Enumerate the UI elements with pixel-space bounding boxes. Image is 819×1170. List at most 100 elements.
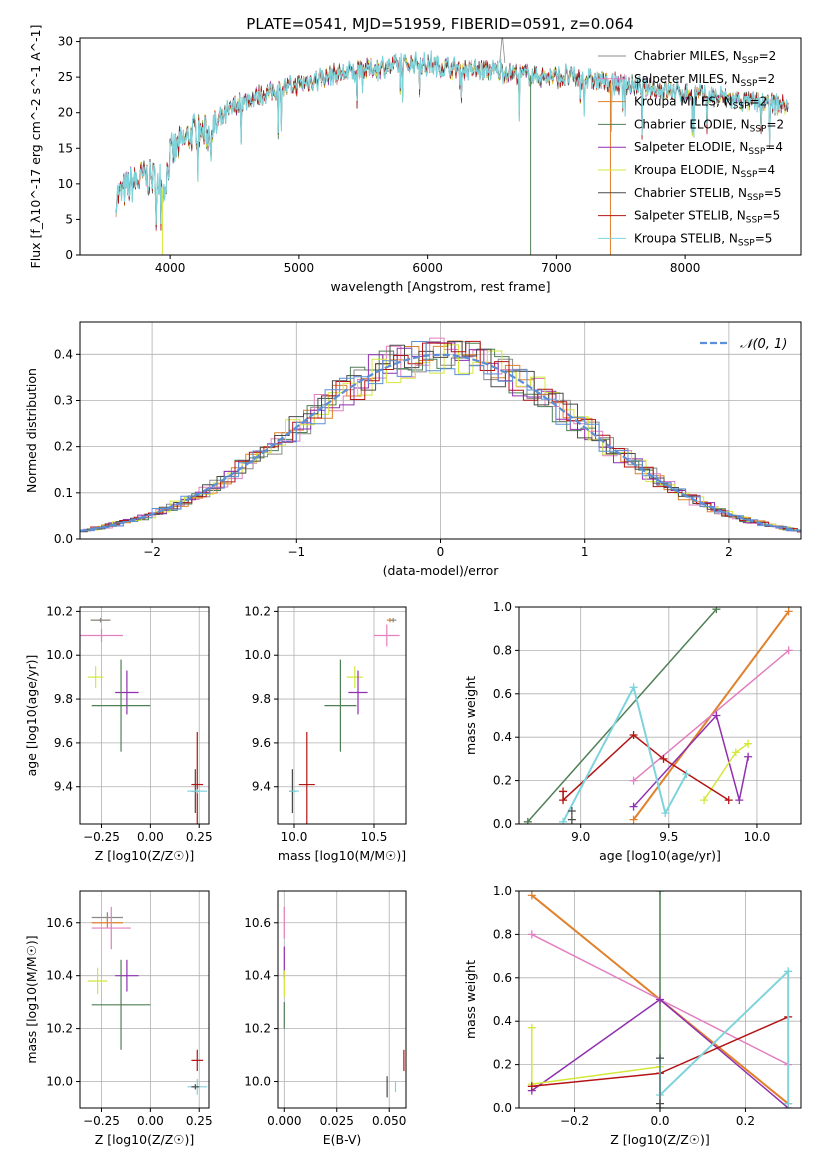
- x-tick-label: 0.25: [186, 830, 213, 844]
- x-tick-label: 2: [725, 545, 733, 559]
- weight-marker: [656, 891, 664, 895]
- weight-marker: [527, 930, 536, 939]
- x-tick-label: 0.025: [320, 1114, 354, 1128]
- y-tick-label: 9.8: [252, 692, 271, 706]
- x-tick-label: 8000: [670, 261, 701, 275]
- weight-marker: [629, 731, 638, 740]
- legend-tail: =2: [759, 49, 777, 63]
- plot-frame: [277, 606, 407, 825]
- legend-subscript: SSP: [750, 124, 767, 134]
- weight-marker: [559, 787, 568, 796]
- legend-entry: Salpeter ELODIE, NSSP=4: [634, 140, 783, 157]
- legend-text: Kroupa MILES, N: [634, 95, 733, 109]
- y-tick-label: 0.2: [493, 1058, 512, 1072]
- legend-entry: Chabrier MILES, NSSP=2: [634, 49, 776, 66]
- legend-tail: =5: [764, 186, 782, 200]
- legend-text: Salpeter ELODIE, N: [634, 140, 748, 154]
- spectrum-panel: 4000 5000 6000 7000 8000 0 5 10 15 20 25 30 waveleng…: [28, 25, 802, 294]
- y-tick-label: 25: [58, 70, 73, 84]
- weight-marker: [735, 796, 744, 805]
- x-tick-label: −0.2: [560, 1114, 589, 1128]
- weight-series-salpeter_elodie: [633, 713, 749, 808]
- x-tick-label: 0.2: [736, 1114, 755, 1128]
- weight-marker: [629, 683, 638, 692]
- weight-marker: [656, 1099, 664, 1108]
- weight-marker: [731, 748, 740, 757]
- weight_vs_Z-panel: −0.2 0.0 0.2 0.0 0.2 0.4 0.6 0.8 1.0 Z [log10(Z/Z…: [463, 884, 802, 1147]
- weight-marker: [784, 967, 793, 976]
- residual_hist-plot-area: [80, 337, 801, 533]
- weight-series-salpeter_miles: [633, 649, 790, 782]
- y-tick-label: 10.2: [46, 604, 73, 618]
- spectrum-emission-line: [499, 38, 506, 63]
- x-tick-label: 1: [581, 545, 589, 559]
- legend-subscript: SSP: [742, 56, 759, 66]
- weight-marker: [659, 754, 668, 763]
- y-axis-label: Flux [f_λ10^-17 erg cm^-2 s^-1 A^-1]: [28, 25, 43, 269]
- y-tick-label: 10.2: [244, 1022, 271, 1036]
- weight-marker: [784, 1099, 793, 1108]
- legend-subscript: SSP: [733, 102, 750, 112]
- y-tick-label: 30: [58, 35, 73, 49]
- residual_hist-panel: −2 −1 0 1 2 0.0 0.1 0.2 0.3 0.4 (data-model)/error…: [24, 321, 802, 578]
- legend-subscript: SSP: [746, 216, 763, 226]
- weight-marker: [523, 817, 532, 824]
- legend-text: Chabrier ELODIE, N: [634, 117, 750, 131]
- weight-series-kroupa_stelib: [659, 968, 790, 1104]
- x-axis-label: wavelength [Angstrom, rest frame]: [330, 279, 550, 294]
- legend-text: Chabrier MILES, N: [634, 49, 742, 63]
- plot-frame: [518, 890, 802, 1109]
- spectrum-plot-area: [115, 38, 789, 255]
- y-tick-label: 9.6: [54, 736, 73, 750]
- y-tick-label: 0.8: [493, 927, 512, 941]
- y-tick-label: 20: [58, 106, 73, 120]
- y-tick-label: 10.4: [244, 969, 271, 983]
- x-tick-label: 9.0: [571, 830, 590, 844]
- x-tick-label: 0.0: [650, 1114, 669, 1128]
- histogram-chabrier_stelib: [80, 341, 801, 533]
- y-tick-label: 10.2: [244, 604, 271, 618]
- legend-subscript: SSP: [738, 238, 755, 248]
- weight_vs_Z-plot-area: [527, 891, 793, 1108]
- weight-marker: [712, 607, 721, 614]
- legend-tail: =5: [755, 231, 773, 245]
- x-axis-label: age [log10(age/yr)]: [599, 848, 721, 863]
- x-axis-label: Z [log10(Z/Z☉)]: [95, 848, 195, 863]
- age_vs_mass-plot-area: [289, 617, 400, 824]
- normal-curve: [80, 353, 801, 532]
- y-tick-label: 0.4: [54, 347, 73, 361]
- mass_vs_Z-plot-area: [87, 906, 208, 1095]
- x-tick-label: 0.000: [267, 1114, 301, 1128]
- legend-subscript: SSP: [741, 79, 758, 89]
- legend-subscript: SSP: [741, 170, 758, 180]
- legend-entry: Salpeter STELIB, NSSP=5: [634, 209, 780, 226]
- x-tick-label: 0.25: [186, 1114, 213, 1128]
- legend-entry: Kroupa STELIB, NSSP=5: [634, 231, 772, 248]
- legend-tail: =2: [757, 72, 775, 86]
- weight_vs_age-panel: 9.0 9.5 10.0 0.0 0.2 0.4 0.6 0.8 1.0 age [log10(a…: [463, 600, 802, 863]
- weight-series-salpeter_stelib: [562, 734, 730, 802]
- legend-entry: 𝒩(0, 1): [740, 337, 787, 352]
- y-tick-label: 0.6: [493, 687, 512, 701]
- weight-marker: [724, 796, 733, 805]
- weight-series-chabrier_elodie: [527, 608, 717, 823]
- weight-marker: [559, 796, 568, 805]
- weight-marker: [629, 776, 638, 785]
- x-tick-label: 0.00: [137, 830, 164, 844]
- weight-marker: [527, 1023, 536, 1032]
- weight-series-kroupa_stelib: [562, 684, 688, 823]
- x-tick-label: 7000: [541, 261, 572, 275]
- y-tick-label: 10.6: [46, 916, 73, 930]
- legend-tail: =2: [750, 95, 768, 109]
- x-tick-label: −0.25: [83, 1114, 120, 1128]
- x-tick-label: 4000: [155, 261, 186, 275]
- weight-marker: [744, 752, 753, 761]
- weight-marker: [682, 770, 691, 779]
- age_vs_mass-panel: 10.0 10.5 9.4 9.6 9.8 10.0 10.2 mass [log10(M/M…: [244, 604, 407, 863]
- y-tick-label: 9.6: [252, 736, 271, 750]
- y-tick-label: 1.0: [493, 600, 512, 614]
- y-tick-label: 1.0: [493, 884, 512, 898]
- y-axis-label: mass [log10(M/M☉)]: [24, 935, 39, 1063]
- legend-entry: Chabrier STELIB, NSSP=5: [634, 186, 782, 203]
- y-tick-label: 9.4: [54, 780, 73, 794]
